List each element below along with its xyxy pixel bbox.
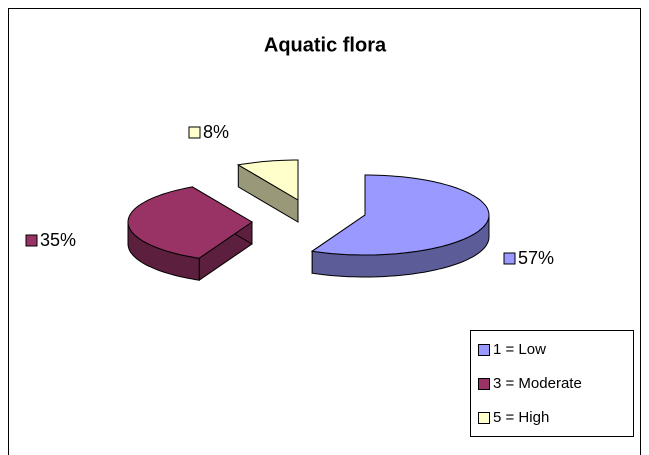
data-label: 8%	[203, 122, 229, 142]
legend	[470, 330, 634, 437]
slice	[127, 186, 253, 259]
legend-label: 1 = Low	[493, 341, 546, 358]
legend-swatch	[478, 344, 490, 356]
slice	[310, 174, 490, 256]
legend-label: 5 = High	[493, 409, 549, 426]
slice	[236, 159, 299, 201]
label-swatch	[503, 252, 516, 265]
label-swatch	[25, 234, 38, 247]
legend-swatch	[478, 378, 490, 390]
data-label: 35%	[40, 230, 76, 250]
chart-title: Aquatic flora	[264, 34, 387, 56]
legend-label: 3 = Moderate	[493, 375, 582, 392]
label-swatch	[188, 126, 201, 139]
legend-swatch	[478, 412, 490, 424]
data-label: 57%	[518, 248, 554, 268]
